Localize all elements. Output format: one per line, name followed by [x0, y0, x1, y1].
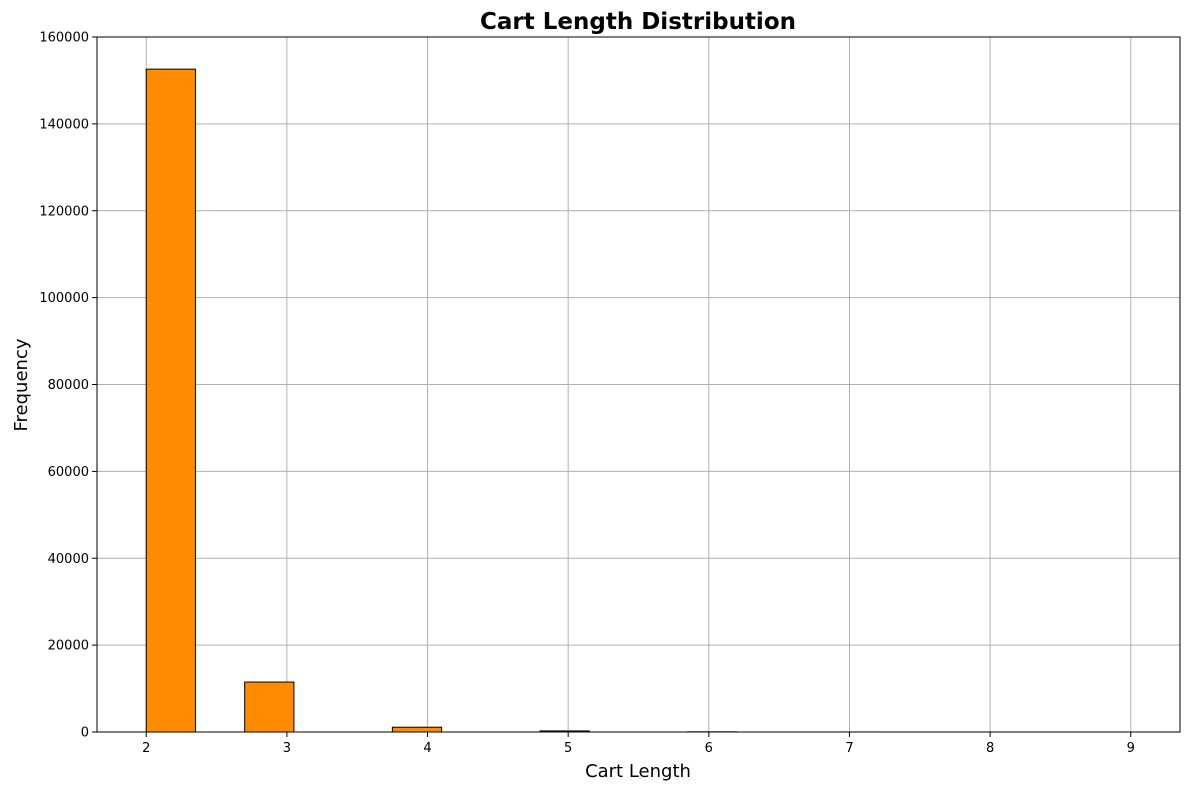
x-axis-ticks: 2 3 4 5 6 7 8 9: [142, 732, 1135, 756]
y-axis-ticks: 0 20000 40000 60000 80000 100000 120000 140000 1…: [39, 31, 97, 741]
x-tick-label: 5: [564, 741, 572, 756]
y-tick-label: 160000: [39, 31, 89, 46]
x-tick-label: 3: [283, 741, 291, 756]
histogram-bar-1: [244, 681, 295, 733]
grid: [97, 36, 1180, 733]
y-tick-label: 0: [81, 726, 89, 741]
y-tick-label: 40000: [48, 552, 89, 567]
y-tick-label: 80000: [48, 378, 89, 393]
x-tick-label: 6: [705, 741, 713, 756]
x-tick-label: 9: [1127, 741, 1135, 756]
bars: [145, 68, 1132, 733]
y-tick-label: 60000: [48, 465, 89, 480]
y-tick-label: 100000: [39, 291, 89, 306]
y-axis-label: Frequency: [11, 338, 32, 431]
x-tick-label: 7: [845, 741, 853, 756]
chart-title: Cart Length Distribution: [480, 9, 796, 35]
x-axis-label: Cart Length: [585, 761, 691, 782]
x-tick-label: 2: [142, 741, 150, 756]
y-tick-label: 140000: [39, 117, 89, 132]
histogram-bar-0: [145, 68, 196, 733]
x-tick-label: 8: [986, 741, 994, 756]
y-tick-label: 120000: [39, 204, 89, 219]
x-tick-label: 4: [423, 741, 431, 756]
y-tick-label: 20000: [48, 639, 89, 654]
histogram-bar-2: [391, 726, 443, 733]
